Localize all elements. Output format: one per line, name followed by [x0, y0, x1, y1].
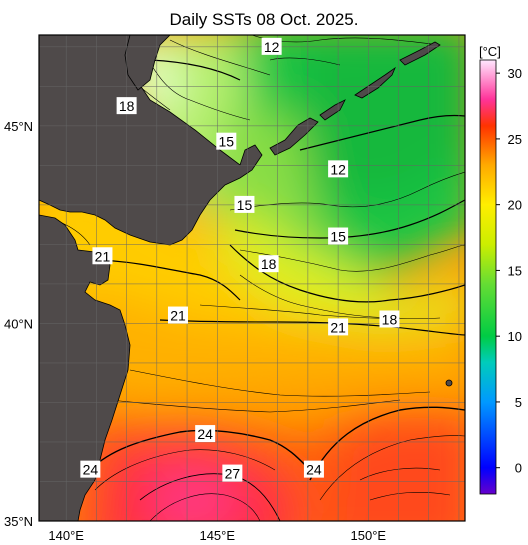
colorbar-tick-label: 0 — [515, 461, 522, 476]
kuril-island-1 — [269, 117, 319, 156]
contour-label-text: 18 — [261, 256, 277, 272]
contour-label-box — [328, 227, 349, 245]
small-island — [445, 379, 453, 387]
colorbar-unit: [°C] — [479, 44, 501, 59]
contour-label: 21 — [328, 318, 349, 336]
contour-label: 24 — [195, 425, 216, 443]
contour-label-text: 18 — [119, 98, 135, 114]
contour-label-box — [379, 310, 400, 328]
contour-label: 18 — [116, 97, 137, 115]
latitude-label: 35°N — [4, 514, 33, 529]
contour-label: 18 — [379, 310, 400, 328]
contour-label-text: 27 — [225, 466, 241, 482]
contour-label: 12 — [261, 37, 282, 55]
contour-label: 24 — [80, 460, 101, 478]
contour-label-box — [216, 132, 237, 150]
latitude-labels: 45°N 40°N 35°N — [4, 119, 33, 529]
contour-label-text: 15 — [330, 229, 346, 245]
colorbar-bar — [479, 59, 497, 495]
contour-label: 15 — [216, 132, 237, 150]
contour-label-box — [258, 255, 279, 273]
contour-label: 27 — [222, 464, 243, 482]
latitude-label: 45°N — [4, 119, 33, 134]
contour-label-text: 18 — [382, 311, 398, 327]
colorbar: [°C] 30 25 20 15 10 5 0 — [479, 44, 522, 495]
landmass — [39, 35, 453, 521]
map-frame — [38, 34, 466, 522]
honshu-land — [39, 214, 131, 521]
contour-label-text: 21 — [330, 319, 346, 335]
contour-label-box — [328, 318, 349, 336]
contour-label-text: 24 — [197, 426, 213, 442]
contour-label: 15 — [234, 195, 255, 213]
colorbar-tick-label: 30 — [508, 66, 522, 81]
contour-label: 21 — [92, 247, 113, 265]
contour-label-box — [303, 460, 324, 478]
contour-label-text: 15 — [237, 197, 253, 213]
contour-label-box — [234, 195, 255, 213]
contour-label: 21 — [167, 306, 188, 324]
contour-label-text: 12 — [264, 39, 280, 55]
contour-label: 15 — [328, 227, 349, 245]
colorbar-tick-label: 10 — [508, 329, 522, 344]
longitude-labels: 140°E 145°E 150°E — [48, 528, 386, 543]
contour-label-box — [167, 306, 188, 324]
contour-label-text: 24 — [306, 462, 322, 478]
contour-label-box — [195, 425, 216, 443]
contour-label-text: 21 — [95, 248, 111, 264]
contour-label-text: 12 — [330, 161, 346, 177]
kuril-island-2 — [319, 99, 346, 121]
longitude-label: 140°E — [48, 528, 84, 543]
longitude-label: 145°E — [199, 528, 235, 543]
contour-label-box — [222, 464, 243, 482]
contour-label-text: 24 — [83, 462, 99, 478]
contour-label-box — [80, 460, 101, 478]
contour-label-box — [261, 37, 282, 55]
longitude-label: 150°E — [351, 528, 387, 543]
sst-field — [39, 35, 465, 521]
contour-label: 18 — [258, 255, 279, 273]
colorbar-tick-label: 5 — [515, 395, 522, 410]
contour-label-box — [116, 97, 137, 115]
contour-labels: 12 18 15 12 15 15 21 18 21 18 21 24 24 27 24 — [80, 37, 400, 482]
contour-label: 24 — [303, 460, 324, 478]
colorbar-tick-label: 20 — [508, 198, 522, 213]
colorbar-tick-label: 25 — [508, 132, 522, 147]
contour-label-text: 15 — [219, 134, 235, 150]
colorbar-tick-label: 15 — [508, 263, 522, 278]
contour-label-text: 21 — [170, 308, 186, 324]
map-title: Daily SSTs 08 Oct. 2025. — [169, 10, 359, 29]
latitude-label: 40°N — [4, 316, 33, 331]
contour-label-box — [328, 160, 349, 178]
sakhalin-land — [124, 35, 171, 91]
colorbar-ticks: 30 25 20 15 10 5 0 — [496, 66, 522, 476]
kuril-island-4 — [399, 41, 441, 66]
hokkaido-land — [39, 35, 263, 246]
contour-label-box — [92, 247, 113, 265]
contour-label: 12 — [328, 160, 349, 178]
kuril-island-3 — [354, 66, 396, 99]
